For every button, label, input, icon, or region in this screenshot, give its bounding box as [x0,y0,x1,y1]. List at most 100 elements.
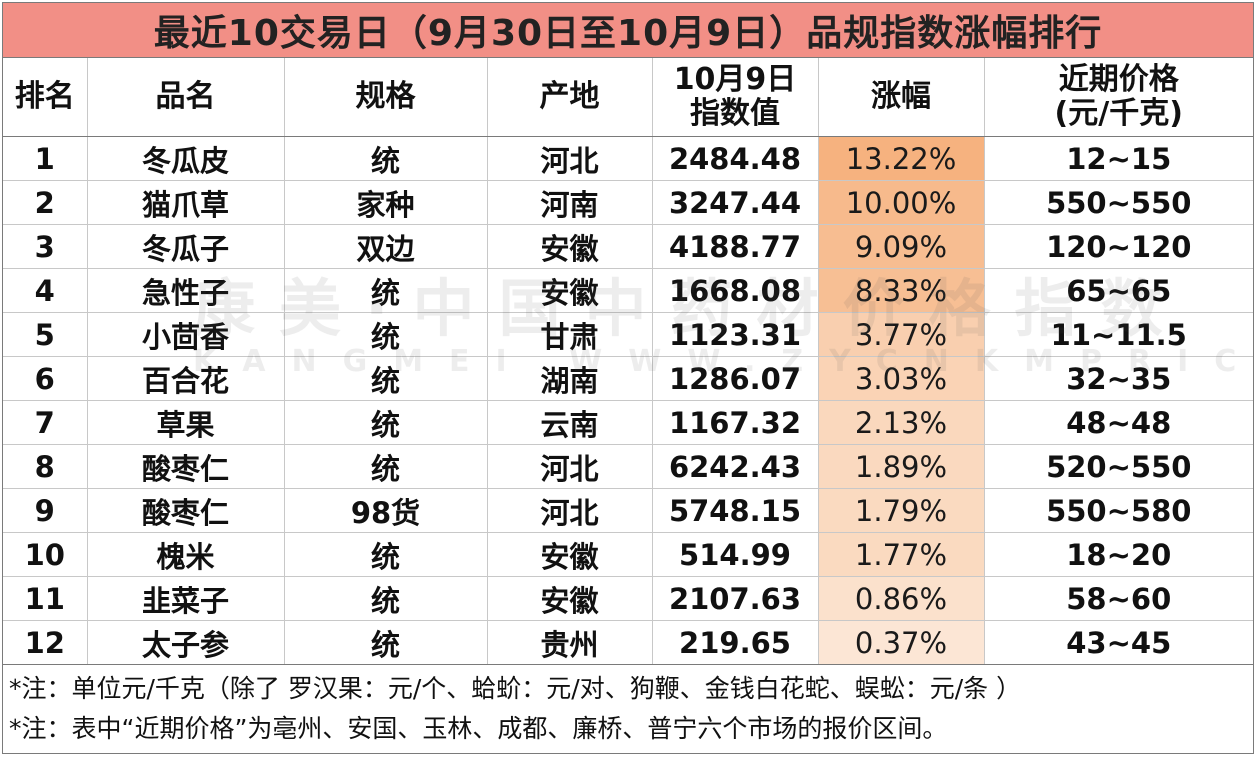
footnote-price-range: *注：表中“近期价格”为亳州、安国、玉林、成都、廉桥、普宁六个市场的报价区间。 [9,714,948,743]
cell-spec: 统 [284,532,488,577]
cell-origin: 河北 [487,136,653,181]
cell-name: 槐米 [87,532,285,577]
header-spec: 规格 [284,58,488,137]
cell-origin: 河南 [487,180,653,225]
cell-rise: 1.89% [818,444,985,489]
cell-origin: 安徽 [487,532,653,577]
cell-price: 550~580 [984,488,1253,533]
table-title: 最近10交易日（9月30日至10月9日）品规指数涨幅排行 [3,3,1253,58]
cell-price: 120~120 [984,224,1253,269]
footnotes: *注：单位元/千克（除了 罗汉果：元/个、蛤蚧：元/对、狗鞭、金钱白花蛇、蜈蚣：… [3,665,1253,749]
cell-rise: 13.22% [818,136,985,181]
header-price: 近期价格 (元/千克) [984,58,1253,137]
header-row: 排名 品名 规格 产地 10月9日 指数值 涨幅 近期价格 (元/千克) [3,58,1253,137]
cell-price: 520~550 [984,444,1253,489]
table-row: 3 冬瓜子 双边 安徽 4188.77 9.09% 120~120 [3,224,1253,269]
cell-index: 514.99 [652,532,819,577]
cell-name: 猫爪草 [87,180,285,225]
cell-origin: 安徽 [487,268,653,313]
cell-rank: 9 [3,488,88,533]
cell-rank: 2 [3,180,88,225]
header-rise: 涨幅 [818,58,985,137]
cell-rank: 1 [3,136,88,181]
cell-index: 5748.15 [652,488,819,533]
cell-rise: 1.77% [818,532,985,577]
cell-price: 43~45 [984,620,1253,665]
cell-rise: 2.13% [818,400,985,445]
cell-spec: 统 [284,268,488,313]
cell-name: 急性子 [87,268,285,313]
cell-origin: 安徽 [487,224,653,269]
cell-rank: 4 [3,268,88,313]
header-price-line2: (元/千克) [1054,96,1183,131]
table-row: 10 槐米统安徽 514.99 1.77% 18~20 [3,532,1253,577]
cell-index: 3247.44 [652,180,819,225]
cell-index: 1286.07 [652,356,819,401]
cell-price: 550~550 [984,180,1253,225]
table-row: 5 小茴香统甘肃 1123.31 3.77% 11~11.5 [3,312,1253,357]
cell-index: 1167.32 [652,400,819,445]
cell-origin: 安徽 [487,576,653,621]
cell-price: 18~20 [984,532,1253,577]
table-row: 9 酸枣仁 98货 河北 5748.15 1.79% 550~580 [3,488,1253,533]
cell-name: 冬瓜子 [87,224,285,269]
cell-rise: 10.00% [818,180,985,225]
cell-spec: 统 [284,620,488,665]
cell-price: 48~48 [984,400,1253,445]
cell-rank: 5 [3,312,88,357]
cell-rise: 3.03% [818,356,985,401]
header-index-line1: 10月9日 [673,62,797,97]
table-row: 1 冬瓜皮统河北 2484.48 13.22% 12~15 [3,136,1253,181]
cell-spec: 统 [284,312,488,357]
cell-rise: 9.09% [818,224,985,269]
table-row: 2 猫爪草 家种 河南 3247.44 10.00% 550~550 [3,180,1253,225]
table-row: 12 太子参统贵州 219.65 0.37% 43~45 [3,620,1253,665]
cell-spec: 统 [284,400,488,445]
cell-name: 小茴香 [87,312,285,357]
header-origin: 产地 [487,58,653,137]
cell-index: 6242.43 [652,444,819,489]
cell-price: 32~35 [984,356,1253,401]
cell-rise: 1.79% [818,488,985,533]
cell-spec: 统 [284,444,488,489]
header-index: 10月9日 指数值 [652,58,819,137]
cell-index: 2107.63 [652,576,819,621]
cell-name: 太子参 [87,620,285,665]
header-name: 品名 [87,58,285,137]
cell-rise: 0.86% [818,576,985,621]
cell-price: 58~60 [984,576,1253,621]
cell-index: 219.65 [652,620,819,665]
cell-rank: 6 [3,356,88,401]
cell-price: 11~11.5 [984,312,1253,357]
cell-spec: 家种 [284,180,488,225]
cell-rise: 3.77% [818,312,985,357]
cell-rank: 3 [3,224,88,269]
footnote-unit: *注：单位元/千克（除了 罗汉果：元/个、蛤蚧：元/对、狗鞭、金钱白花蛇、蜈蚣：… [9,674,1022,703]
cell-rank: 11 [3,576,88,621]
cell-rank: 10 [3,532,88,577]
cell-rise: 8.33% [818,268,985,313]
cell-index: 1123.31 [652,312,819,357]
cell-origin: 甘肃 [487,312,653,357]
cell-index: 4188.77 [652,224,819,269]
cell-spec: 98货 [284,488,488,533]
cell-origin: 河北 [487,444,653,489]
cell-name: 百合花 [87,356,285,401]
cell-origin: 湖南 [487,356,653,401]
table-row: 11 韭菜子统安徽 2107.63 0.86% 58~60 [3,576,1253,621]
cell-rank: 8 [3,444,88,489]
ranking-table: 排名 品名 规格 产地 10月9日 指数值 涨幅 近期价格 (元/千克) 1 冬瓜… [3,58,1253,665]
header-index-line2: 指数值 [690,96,780,131]
cell-name: 酸枣仁 [87,444,285,489]
cell-price: 12~15 [984,136,1253,181]
cell-name: 酸枣仁 [87,488,285,533]
cell-spec: 统 [284,136,488,181]
cell-index: 2484.48 [652,136,819,181]
header-rank: 排名 [3,58,88,137]
table-row: 8 酸枣仁统河北 6242.43 1.89% 520~550 [3,444,1253,489]
table-row: 6 百合花统湖南 1286.07 3.03% 32~35 [3,356,1253,401]
cell-origin: 贵州 [487,620,653,665]
table-row: 7 草果统云南 1167.32 2.13% 48~48 [3,400,1253,445]
cell-rank: 12 [3,620,88,665]
